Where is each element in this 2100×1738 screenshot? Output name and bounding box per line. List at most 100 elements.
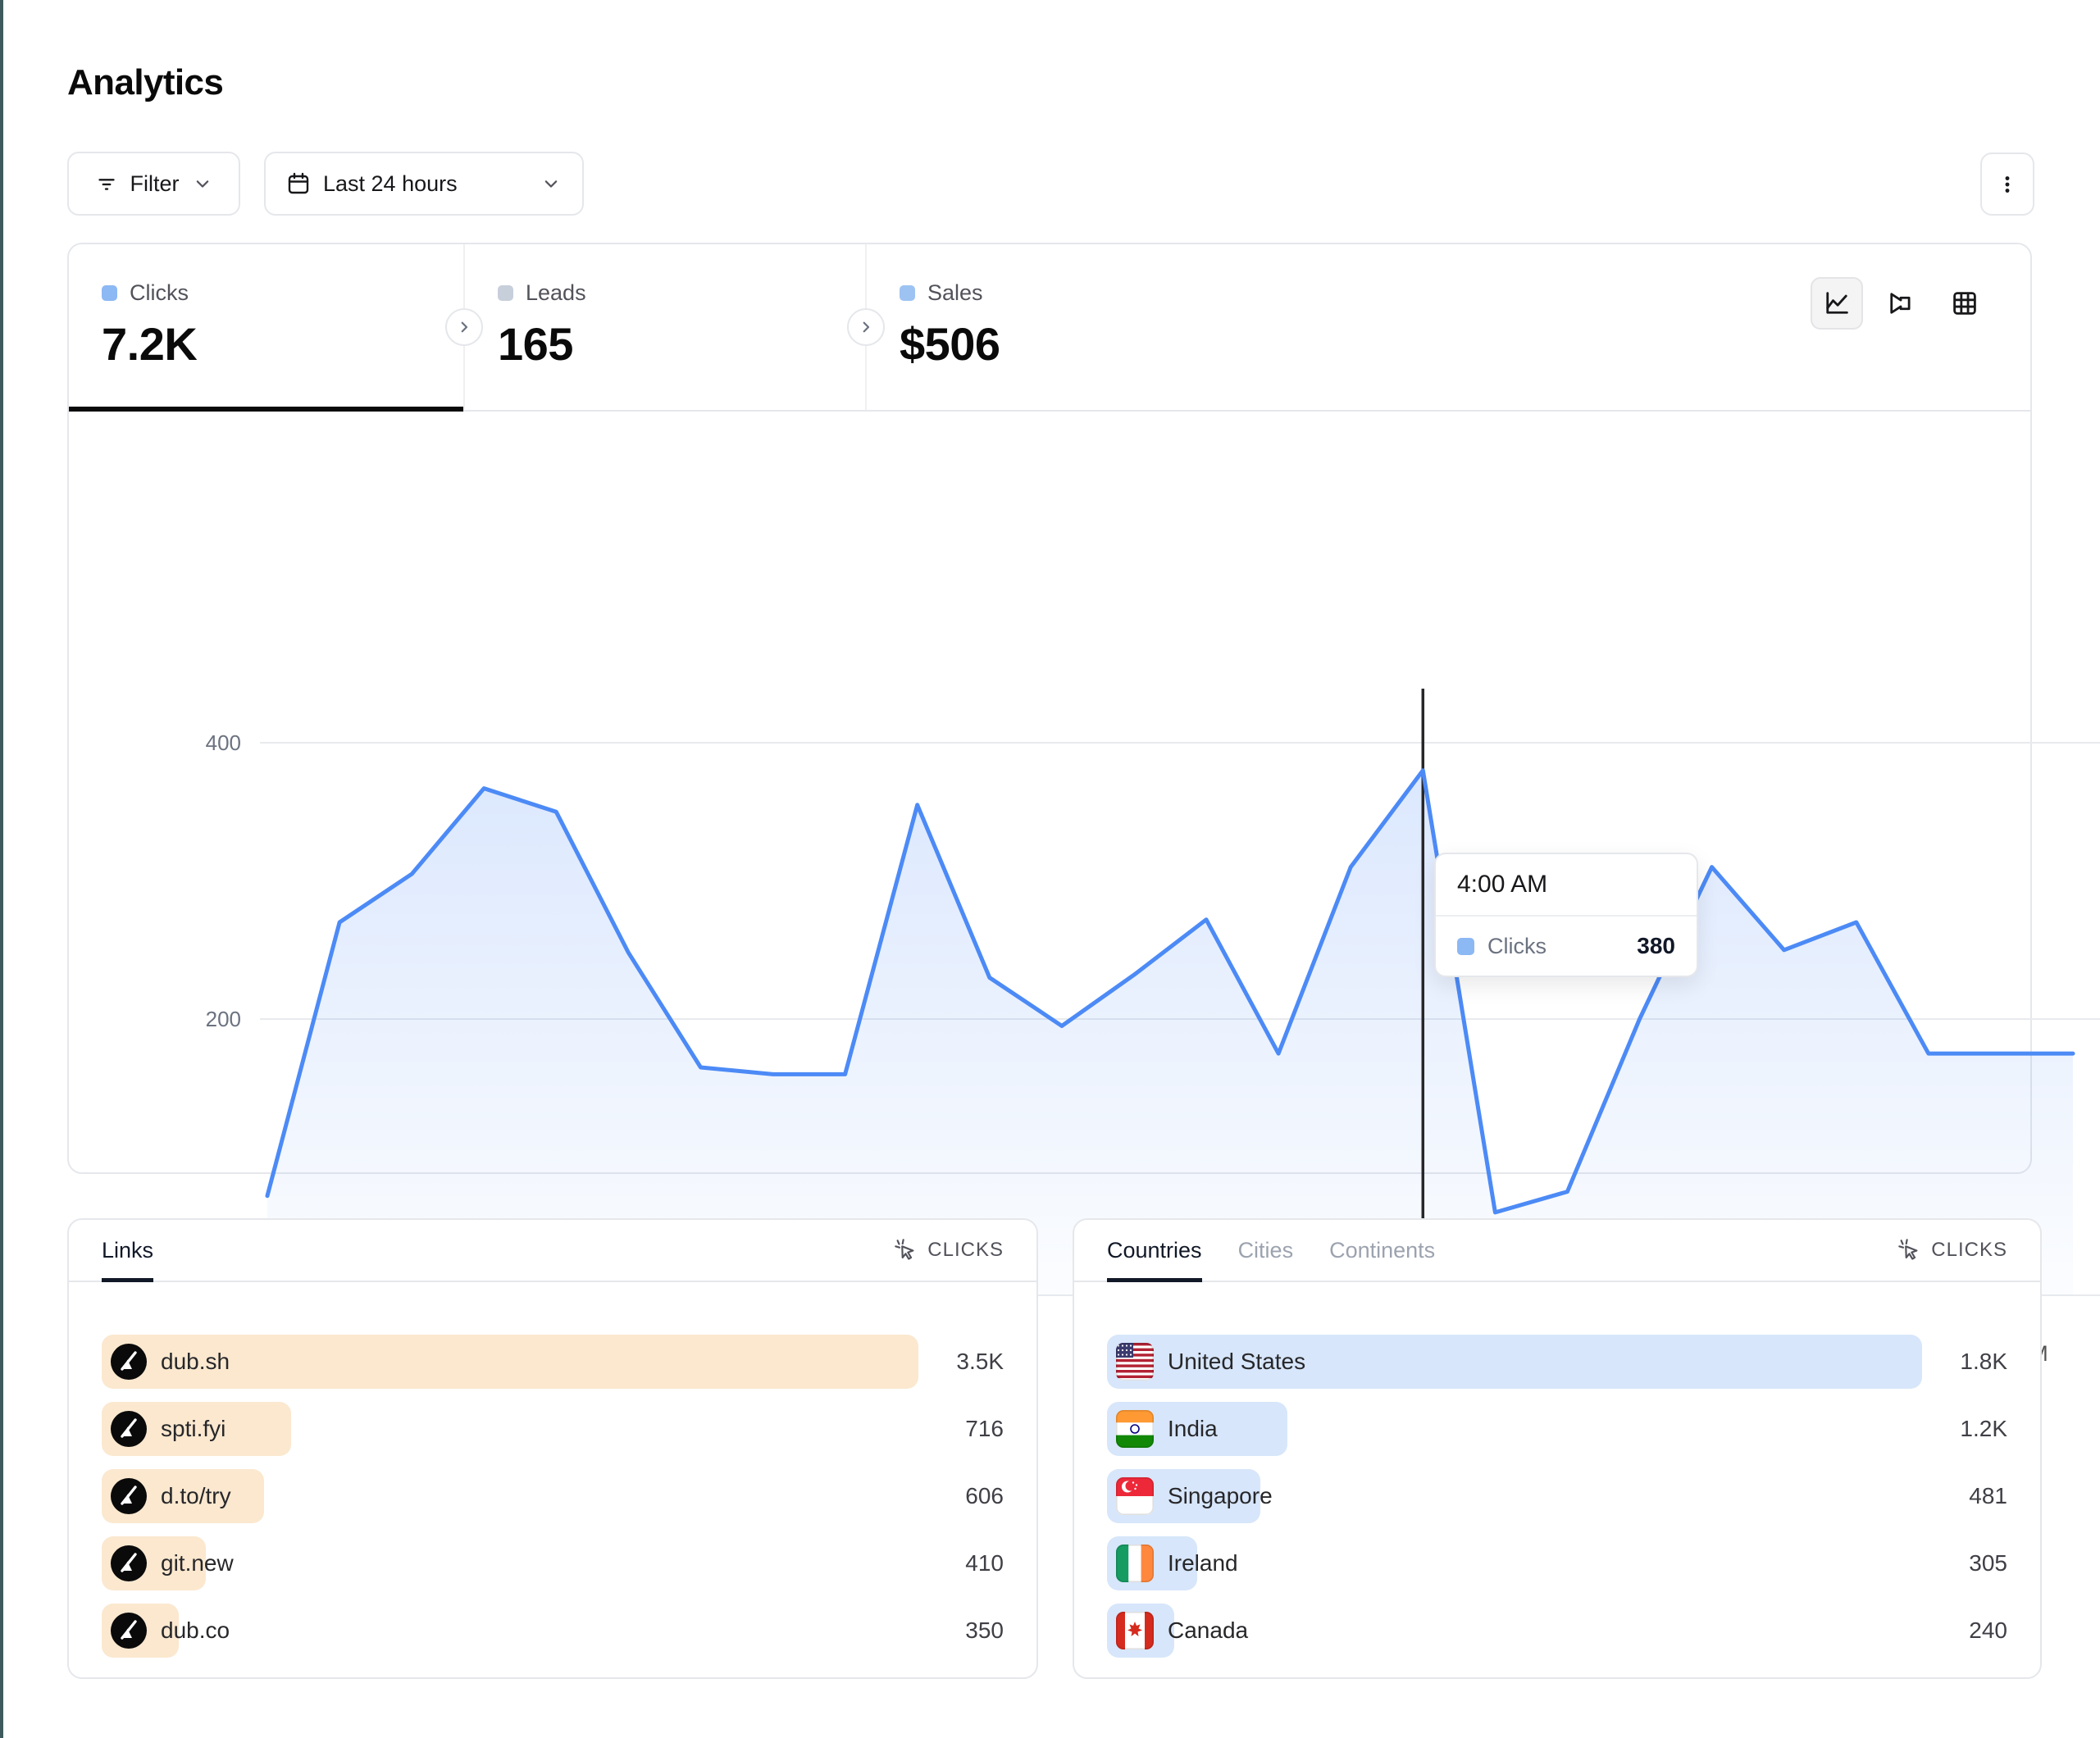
row-value: 240 bbox=[1969, 1617, 2007, 1643]
y-tick-label: 400 bbox=[206, 730, 241, 755]
filter-button-label: Filter bbox=[130, 171, 180, 196]
row-label: Canada bbox=[1168, 1617, 1249, 1643]
value-bar bbox=[102, 1335, 918, 1389]
cursor-click-icon bbox=[1897, 1238, 1921, 1263]
tooltip-series-label: Clicks bbox=[1487, 933, 1547, 958]
us-flag-icon bbox=[1116, 1343, 1154, 1381]
kebab-icon bbox=[1995, 172, 2020, 197]
dub-logo-icon bbox=[111, 1411, 147, 1447]
tab-label: Countries bbox=[1107, 1237, 1202, 1263]
more-menu-button[interactable] bbox=[1980, 152, 2034, 216]
sales-legend-square bbox=[900, 285, 915, 301]
metric-tab-sales[interactable]: Sales $506 bbox=[847, 244, 1267, 410]
ie-flag-icon bbox=[1116, 1545, 1154, 1582]
tab-continents[interactable]: Continents bbox=[1329, 1220, 1435, 1281]
dub-logo-icon bbox=[111, 1344, 147, 1380]
tab-label: Continents bbox=[1329, 1237, 1436, 1263]
geo-panel: Countries Cities Continents CLICKS United … bbox=[1073, 1218, 2042, 1679]
tooltip-time: 4:00 AM bbox=[1457, 871, 1548, 898]
links-metric-header[interactable]: CLICKS bbox=[893, 1238, 1004, 1263]
metric-value: 7.2K bbox=[102, 318, 198, 370]
metric-tabs-row: Clicks 7.2K Leads 165 Sales $506 bbox=[69, 244, 2030, 412]
row-value: 3.5K bbox=[956, 1349, 1004, 1374]
page-title: Analytics bbox=[67, 62, 224, 102]
links-list: dub.sh 3.5K spti.fyi 716 d.to/try 606 git.new 4… bbox=[102, 1335, 1004, 1671]
list-item-d-to-try[interactable]: d.to/try 606 bbox=[102, 1469, 1004, 1523]
list-item-git-new[interactable]: git.new 410 bbox=[102, 1536, 1004, 1590]
metric-label: Clicks bbox=[130, 280, 189, 305]
geo-metric-header[interactable]: CLICKS bbox=[1897, 1238, 2007, 1263]
list-item-canada[interactable]: Canada 240 bbox=[1107, 1604, 2007, 1658]
active-metric-underline bbox=[69, 407, 463, 412]
row-value: 350 bbox=[965, 1617, 1004, 1643]
list-item-spti-fyi[interactable]: spti.fyi 716 bbox=[102, 1402, 1004, 1456]
geo-metric-label: CLICKS bbox=[1931, 1239, 2007, 1261]
active-tab-underline bbox=[1107, 1278, 1202, 1282]
chart-tooltip: 4:00 AM Clicks 380 bbox=[1434, 853, 1698, 977]
row-value: 1.2K bbox=[1960, 1416, 2007, 1441]
clicks-legend-square bbox=[1457, 937, 1474, 955]
list-item-singapore[interactable]: Singapore 481 bbox=[1107, 1469, 2007, 1523]
funnel-chart-toggle[interactable] bbox=[1875, 277, 1927, 330]
tab-links-label: Links bbox=[102, 1237, 154, 1263]
row-value: 1.8K bbox=[1960, 1349, 2007, 1374]
filter-icon bbox=[94, 171, 119, 196]
links-panel: Links CLICKS dub.sh 3.5K spti.fyi 716 d.to/t… bbox=[67, 1218, 1038, 1679]
in-flag-icon bbox=[1116, 1410, 1154, 1448]
chevron-down-icon bbox=[540, 172, 563, 195]
dub-logo-icon bbox=[111, 1613, 147, 1649]
tooltip-divider bbox=[1436, 915, 1697, 917]
funnel-chart-icon bbox=[1886, 289, 1916, 318]
tab-links[interactable]: Links bbox=[102, 1220, 154, 1282]
row-label: dub.sh bbox=[161, 1349, 230, 1374]
ca-flag-icon bbox=[1116, 1612, 1154, 1649]
list-item-united-states[interactable]: United States 1.8K bbox=[1107, 1335, 2007, 1389]
leads-legend-square bbox=[498, 285, 513, 301]
metric-tab-leads[interactable]: Leads 165 bbox=[445, 244, 865, 410]
metric-value: $506 bbox=[900, 318, 1000, 370]
analytics-card: Clicks 7.2K Leads 165 Sales $506 bbox=[67, 243, 2100, 1366]
table-toggle[interactable] bbox=[1938, 277, 1991, 330]
date-range-button[interactable]: Last 24 hours bbox=[264, 152, 584, 216]
tooltip-value: 380 bbox=[1637, 933, 1675, 958]
row-label: United States bbox=[1168, 1349, 1306, 1374]
cursor-click-icon bbox=[893, 1238, 918, 1263]
row-label: Ireland bbox=[1168, 1550, 1238, 1576]
geo-list: United States 1.8K India 1.2K Singapore 481 Ir… bbox=[1107, 1335, 2007, 1671]
table-grid-icon bbox=[1950, 289, 1979, 318]
calendar-icon bbox=[285, 171, 312, 197]
row-value: 305 bbox=[1969, 1550, 2007, 1576]
metric-label: Leads bbox=[526, 280, 586, 305]
dub-logo-icon bbox=[111, 1545, 147, 1581]
dub-logo-icon bbox=[111, 1478, 147, 1514]
metric-tab-clicks[interactable]: Clicks 7.2K bbox=[69, 244, 463, 412]
row-label: spti.fyi bbox=[161, 1416, 226, 1441]
row-label: git.new bbox=[161, 1550, 234, 1576]
row-value: 716 bbox=[965, 1416, 1004, 1441]
list-item-ireland[interactable]: Ireland 305 bbox=[1107, 1536, 2007, 1590]
chevron-right-icon[interactable] bbox=[847, 308, 885, 346]
line-chart-toggle[interactable] bbox=[1811, 277, 1863, 330]
tab-cities[interactable]: Cities bbox=[1238, 1220, 1294, 1281]
date-range-label: Last 24 hours bbox=[323, 171, 458, 196]
left-edge-strip bbox=[0, 0, 3, 1738]
list-item-india[interactable]: India 1.2K bbox=[1107, 1402, 2007, 1456]
tab-countries[interactable]: Countries bbox=[1107, 1220, 1202, 1282]
chart-type-switcher bbox=[1811, 277, 1991, 330]
sg-flag-icon bbox=[1116, 1477, 1154, 1515]
list-item-dub-co[interactable]: dub.co 350 bbox=[102, 1604, 1004, 1658]
row-value: 410 bbox=[965, 1550, 1004, 1576]
list-item-dub-sh[interactable]: dub.sh 3.5K bbox=[102, 1335, 1004, 1389]
clicks-area-fill bbox=[267, 770, 2073, 1295]
metric-value: 165 bbox=[498, 318, 573, 370]
clicks-legend-square bbox=[102, 285, 117, 301]
chevron-down-icon bbox=[191, 172, 214, 195]
row-label: India bbox=[1168, 1416, 1218, 1441]
filter-button[interactable]: Filter bbox=[67, 152, 240, 216]
chevron-right-icon[interactable] bbox=[445, 308, 483, 346]
row-value: 606 bbox=[965, 1483, 1004, 1508]
row-value: 481 bbox=[1969, 1483, 2007, 1508]
value-bar bbox=[1107, 1335, 1922, 1389]
metric-label: Sales bbox=[927, 280, 983, 305]
